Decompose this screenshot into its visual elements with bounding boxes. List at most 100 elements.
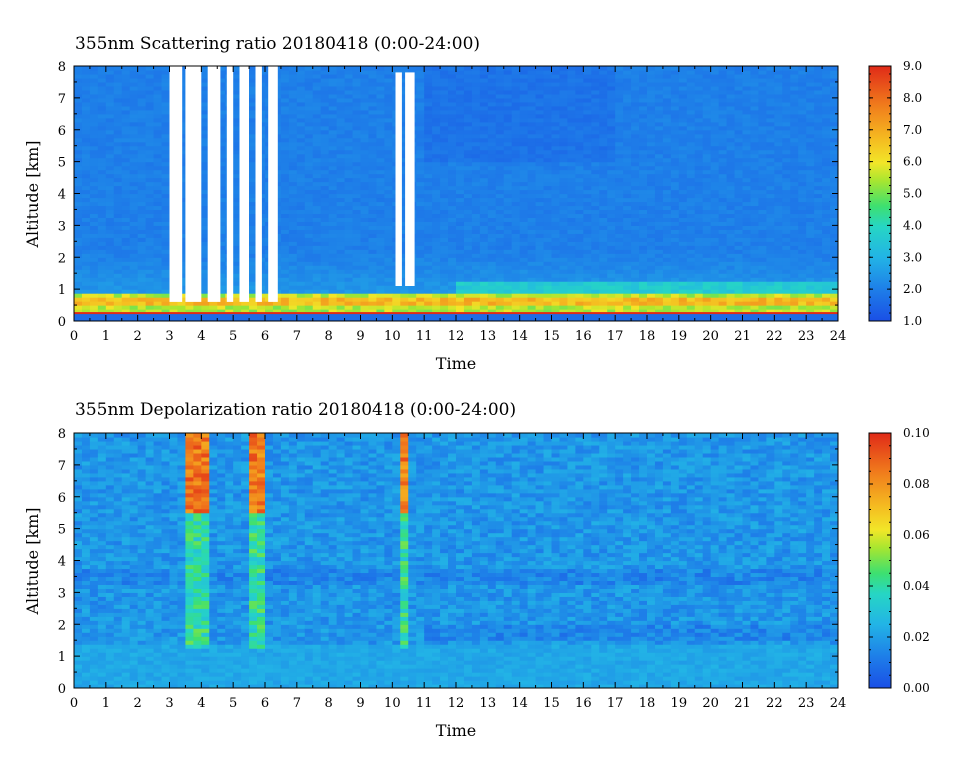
- heatmap-cell: [288, 113, 298, 119]
- heatmap-cell: [241, 309, 250, 314]
- heatmap-cell: [408, 293, 417, 298]
- heatmap-cell: [201, 117, 210, 123]
- heatmap-cell: [352, 141, 362, 147]
- heatmap-cell: [559, 145, 569, 151]
- heatmap-cell: [607, 81, 616, 87]
- heatmap-cell: [344, 105, 354, 111]
- heatmap-cell: [344, 77, 354, 83]
- heatmap-cell: [81, 141, 91, 147]
- heatmap-cell: [607, 309, 616, 314]
- heatmap-cell: [670, 313, 680, 318]
- heatmap-cell: [360, 209, 370, 215]
- heatmap-cell: [503, 141, 513, 147]
- heatmap-cell: [368, 245, 378, 250]
- heatmap-cell: [631, 233, 640, 238]
- heatmap-cell: [89, 189, 99, 195]
- heatmap-cell: [440, 181, 449, 187]
- heatmap-cell: [376, 101, 385, 107]
- heatmap-cell: [137, 101, 147, 107]
- heatmap-cell: [400, 101, 409, 107]
- heatmap-cell: [161, 253, 171, 258]
- heatmap-cell: [639, 173, 648, 179]
- heatmap-cell: [400, 169, 409, 175]
- heatmap-cell: [384, 245, 393, 250]
- heatmap-cell: [368, 297, 378, 302]
- heatmap-cell: [591, 153, 600, 159]
- heatmap-cell: [527, 313, 537, 318]
- heatmap-cell: [81, 137, 91, 143]
- heatmap-cell: [559, 89, 569, 95]
- heatmap-cell: [312, 241, 322, 246]
- heatmap-cell: [137, 165, 147, 171]
- heatmap-cell: [670, 69, 680, 75]
- heatmap-cell: [495, 289, 505, 294]
- heatmap-cell: [81, 309, 91, 314]
- heatmap-cell: [304, 229, 314, 234]
- heatmap-cell: [217, 73, 226, 79]
- heatmap-cell: [440, 121, 449, 127]
- heatmap-cell: [312, 277, 322, 282]
- heatmap-cell: [416, 66, 425, 71]
- heatmap-cell: [503, 237, 513, 242]
- heatmap-cell: [543, 301, 553, 306]
- heatmap-cell: [678, 189, 688, 195]
- heatmap-cell: [129, 189, 139, 195]
- heatmap-cell: [575, 305, 584, 310]
- heatmap-cell: [249, 137, 258, 143]
- heatmap-cell: [448, 269, 457, 274]
- heatmap-cell: [670, 125, 680, 131]
- heatmap-cell: [647, 109, 656, 115]
- heatmap-cell: [384, 297, 393, 302]
- heatmap-cell: [169, 309, 179, 314]
- heatmap-cell: [591, 97, 600, 103]
- heatmap-cell: [161, 229, 171, 234]
- heatmap-cell: [233, 209, 242, 215]
- heatmap-cell: [535, 261, 545, 266]
- heatmap-cell: [535, 145, 545, 151]
- heatmap-cell: [639, 89, 648, 95]
- heatmap-cell: [296, 97, 306, 103]
- heatmap-cell: [623, 97, 632, 103]
- heatmap-cell: [615, 257, 624, 262]
- heatmap-cell: [503, 297, 513, 302]
- heatmap-cell: [392, 297, 401, 302]
- heatmap-cell: [368, 117, 378, 123]
- heatmap-cell: [105, 309, 115, 314]
- heatmap-cell: [448, 253, 457, 258]
- heatmap-cell: [440, 217, 449, 222]
- heatmap-cell: [145, 269, 155, 274]
- heatmap-cell: [74, 66, 83, 71]
- heatmap-cell: [463, 93, 473, 99]
- heatmap-cell: [296, 117, 306, 123]
- heatmap-cell: [129, 85, 139, 91]
- heatmap-cell: [463, 301, 473, 306]
- heatmap-cell: [161, 301, 171, 306]
- heatmap-cell: [233, 113, 242, 119]
- heatmap-cell: [678, 305, 688, 310]
- heatmap-cell: [352, 177, 362, 183]
- heatmap-cell: [448, 201, 457, 207]
- heatmap-cell: [599, 209, 608, 215]
- heatmap-cell: [153, 221, 163, 226]
- heatmap-cell: [583, 293, 592, 298]
- heatmap-cell: [591, 245, 600, 250]
- heatmap-cell: [495, 77, 505, 83]
- heatmap-cell: [384, 305, 393, 310]
- heatmap-cell: [503, 293, 513, 298]
- heatmap-cell: [567, 201, 576, 207]
- heatmap-cell: [647, 73, 656, 79]
- heatmap-cell: [432, 209, 441, 215]
- heatmap-cell: [97, 229, 107, 234]
- heatmap-cell: [599, 149, 608, 155]
- heatmap-cell: [678, 201, 688, 207]
- heatmap-cell: [121, 105, 131, 111]
- heatmap-cell: [440, 81, 449, 87]
- heatmap-cell: [161, 317, 171, 321]
- heatmap-cell: [527, 169, 537, 175]
- heatmap-cell: [686, 129, 696, 135]
- heatmap-cell: [137, 169, 147, 175]
- heatmap-cell: [631, 197, 640, 203]
- heatmap-cell: [678, 93, 688, 99]
- heatmap-cell: [416, 125, 425, 131]
- heatmap-cell: [384, 73, 393, 79]
